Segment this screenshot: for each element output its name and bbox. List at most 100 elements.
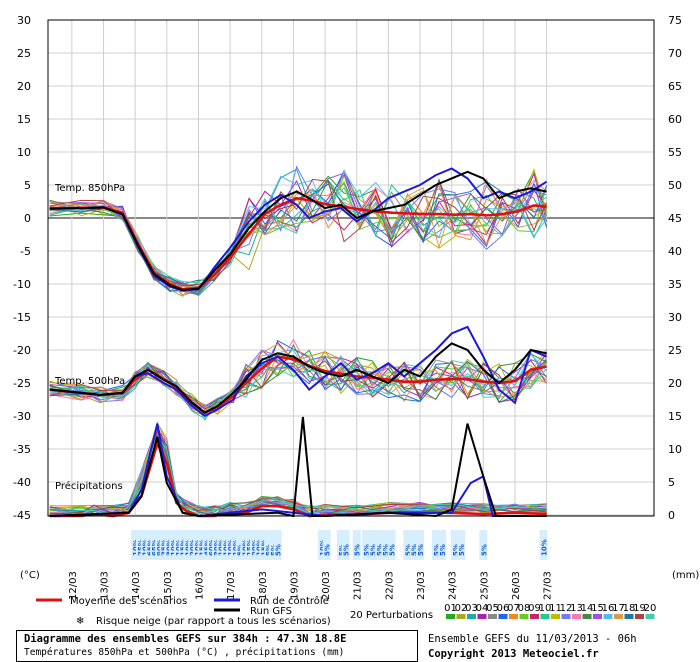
snow-risk-cell — [173, 530, 182, 560]
perturbation-number: 18 — [623, 603, 636, 614]
snow-risk-cell — [264, 530, 273, 560]
date-label: 17/03 — [226, 571, 237, 600]
right-tick-label: 5 — [668, 476, 675, 489]
snow-risk-cell — [192, 530, 201, 560]
snow-risk-label: 5% — [433, 544, 441, 556]
perturbation-number: 19 — [633, 603, 646, 614]
left-tick-label: 30 — [17, 14, 31, 27]
snow-risk-cell — [150, 530, 159, 560]
perturbation-swatch — [572, 614, 581, 619]
snow-risk-label: 5% — [275, 544, 283, 556]
date-label: 27/03 — [543, 571, 554, 600]
snow-risk-label: 5% — [382, 544, 390, 556]
right-tick-label: 70 — [668, 47, 682, 60]
date-label: 22/03 — [384, 571, 395, 600]
date-label: 13/03 — [100, 571, 111, 600]
snow-risk-cell — [336, 530, 345, 560]
perturbation-swatch — [624, 614, 634, 619]
right-unit: (mm) — [672, 570, 699, 581]
left-tick-label: 15 — [17, 113, 31, 126]
right-tick-label: 65 — [668, 80, 682, 93]
snow-risk-cell — [409, 530, 418, 560]
snow-risk-cell — [450, 530, 459, 560]
perturbation-number: 06 — [497, 603, 510, 614]
right-tick-label: 10 — [668, 443, 682, 456]
snow-risk-cell — [135, 530, 144, 560]
right-tick-label: 60 — [668, 113, 682, 126]
perturbation-swatch — [456, 614, 466, 619]
snow-risk-label: 5% — [354, 544, 362, 556]
date-label: 25/03 — [479, 571, 490, 600]
snow-risk-cell — [368, 530, 377, 560]
snow-risk-label: 5% — [480, 544, 488, 556]
grid — [48, 19, 654, 516]
legend: Moyenne des scénarios Run de contrôleRun … — [36, 595, 656, 627]
perturbation-swatch — [614, 614, 623, 619]
snow-risk-row: 10%25%10%65%65%90%75%30%10%10%15%10%20%1… — [131, 530, 548, 560]
date-label: 23/03 — [416, 571, 427, 600]
snowflake-icon: ❄ — [76, 616, 84, 627]
perturbation-swatch — [635, 614, 644, 619]
perturbation-number: 04 — [476, 603, 489, 614]
snow-risk-cell — [169, 530, 178, 560]
snow-risk-label: 5% — [389, 544, 397, 556]
right-tick-label: 35 — [668, 278, 682, 291]
snow-risk-cell — [438, 530, 447, 560]
snow-risk-label: 5% — [417, 544, 425, 556]
snow-risk-cell — [197, 530, 206, 560]
snow-risk-cell — [245, 530, 254, 560]
perturbation-swatch — [593, 614, 602, 619]
left-tick-label: 20 — [17, 80, 31, 93]
right-tick-label: 20 — [668, 377, 682, 390]
snow-risk-cell — [416, 530, 425, 560]
right-tick-label: 50 — [668, 179, 682, 192]
snow-risk-label: 5% — [324, 544, 332, 556]
perturbation-850 — [49, 186, 547, 284]
date-label: 16/03 — [194, 571, 205, 600]
perturbation-number: 07 — [507, 603, 520, 614]
snow-risk-label: 5% — [404, 544, 412, 556]
perturbation-swatch — [603, 614, 613, 619]
left-tick-label: -25 — [13, 377, 31, 390]
right-tick-label: 75 — [668, 14, 682, 27]
perturbation-number: 02 — [455, 603, 468, 614]
date-label: 14/03 — [131, 571, 142, 600]
right-tick-label: 0 — [668, 509, 675, 522]
perturbation-swatch — [530, 614, 539, 619]
snow-risk-cell — [216, 530, 225, 560]
perturbation-number: 01 — [444, 603, 457, 614]
snow-risk-label: 5% — [452, 544, 460, 556]
footer-title: Diagramme des ensembles GEFS sur 384h : … — [24, 633, 347, 645]
footer-copyright: Copyright 2013 Meteociel.fr — [428, 648, 599, 660]
control-500-line — [49, 325, 547, 418]
snow-risk-label: 5% — [458, 544, 466, 556]
snow-risk-cell — [403, 530, 412, 560]
perturbation-number: 17 — [612, 603, 625, 614]
perturbation-precip — [49, 429, 547, 516]
date-label: 19/03 — [289, 571, 300, 600]
date-label: 26/03 — [511, 571, 522, 600]
perturbation-number: 20 — [644, 603, 657, 614]
control-precip-line — [49, 423, 547, 518]
snow-risk-cell — [322, 530, 331, 560]
perturbation-number: 11 — [549, 603, 562, 614]
perturbation-number: 12 — [560, 603, 573, 614]
snow-risk-cell — [145, 530, 154, 560]
panel-label-500: Temp. 500hPa — [54, 376, 125, 387]
legend-gfs-label: Run GFS — [250, 606, 292, 617]
snow-risk-label: 10% — [540, 539, 548, 556]
snow-risk-cell — [154, 530, 163, 560]
footer-subtitle: Températures 850hPa et 500hPa (°C) , pré… — [24, 647, 345, 658]
perturbation-number: 15 — [591, 603, 604, 614]
snow-risk-cell — [226, 530, 235, 560]
snow-risk-cell — [221, 530, 230, 560]
left-tick-label: 25 — [17, 47, 31, 60]
snow-risk-cell — [140, 530, 149, 560]
perturbation-swatch — [540, 614, 550, 619]
left-tick-label: -10 — [13, 278, 31, 291]
snow-risk-cell — [362, 530, 371, 560]
date-label: 24/03 — [448, 571, 459, 600]
snow-risk-cell — [381, 530, 390, 560]
snow-risk-cell — [431, 530, 440, 560]
